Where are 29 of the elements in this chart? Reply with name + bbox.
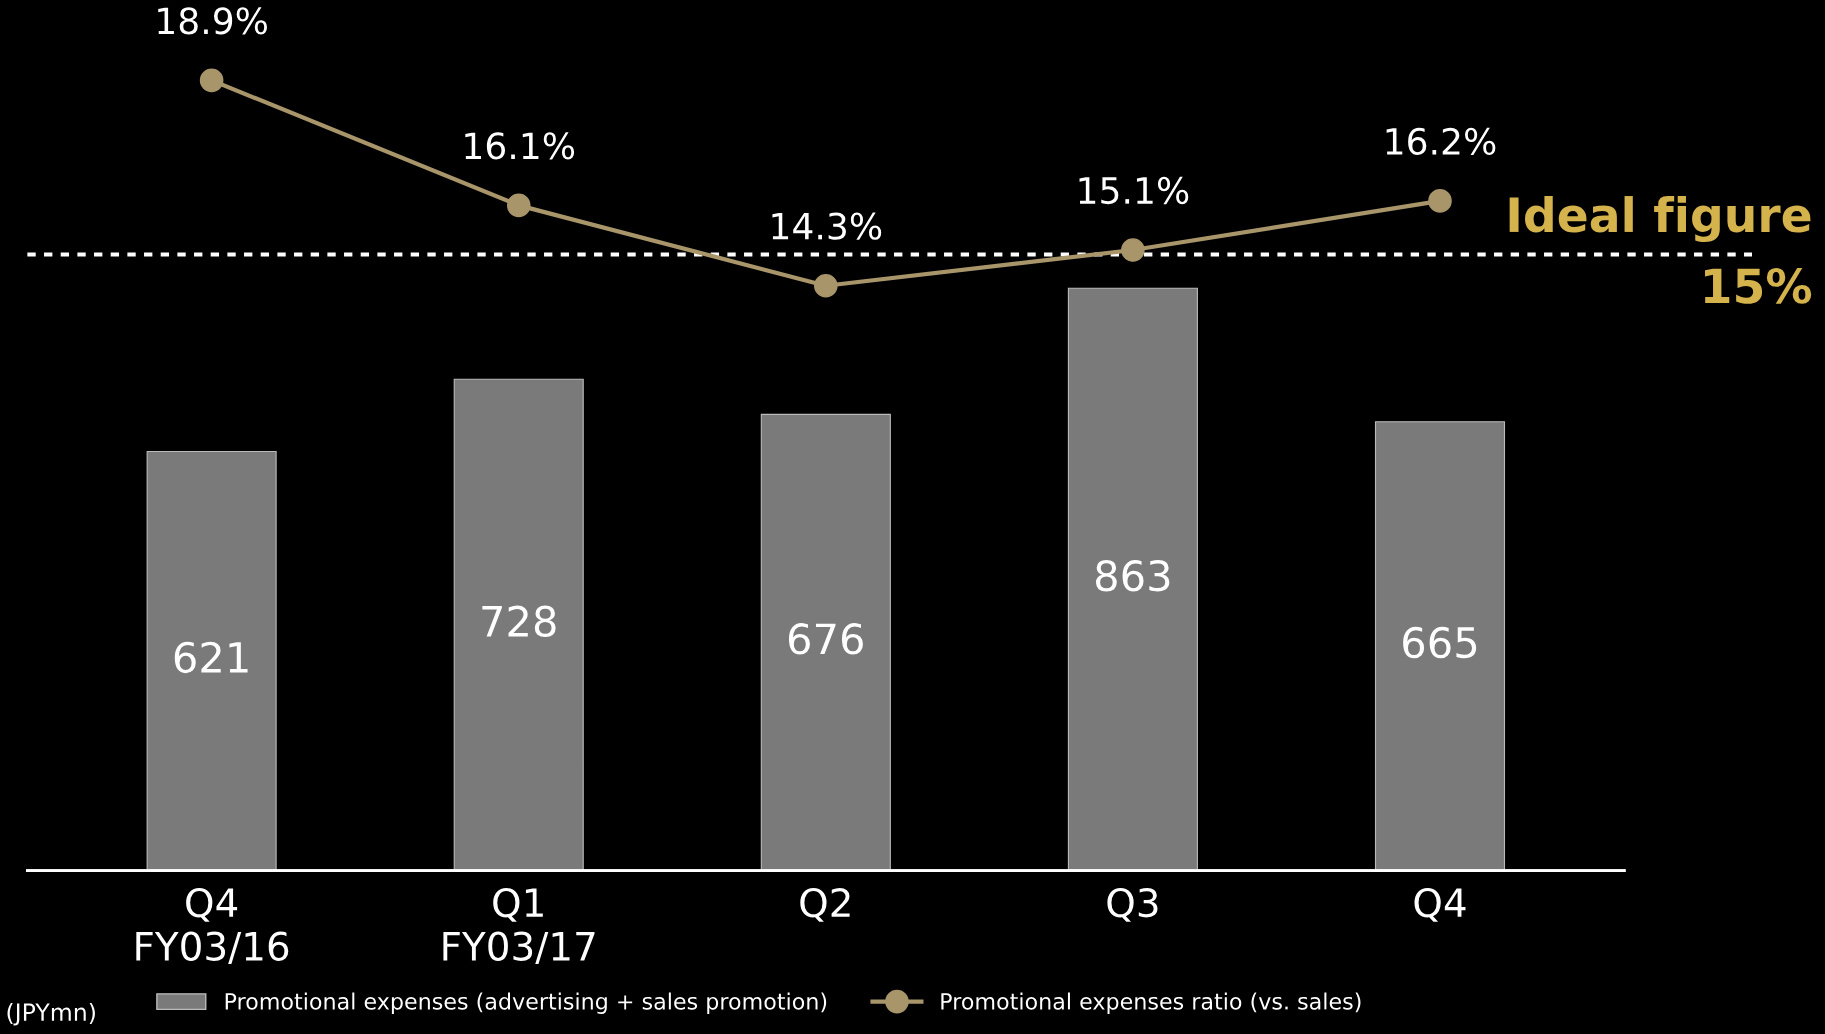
point [199, 68, 224, 93]
ref-line-label: Ideal figure 15% [1509, 196, 1812, 304]
point [1121, 238, 1145, 262]
data-label: 14.3% [772, 212, 882, 240]
data-label: 16.2% [1386, 127, 1496, 156]
data-label: 18.9% [158, 7, 267, 35]
point [506, 193, 531, 218]
legend-label: Promotional expenses ratio (vs. sales) [941, 992, 1361, 1014]
data-label: 665 [1403, 626, 1477, 659]
x-tick-label: Q4 FY03/16 [136, 887, 289, 964]
legend-label: Promotional expenses (advertising + sales promotion) [225, 992, 827, 1014]
point [814, 273, 838, 298]
data-label: 676 [788, 623, 863, 655]
data-label: 728 [482, 605, 556, 638]
data-label: 863 [1095, 559, 1170, 592]
bar [1067, 287, 1198, 871]
x-tick-label: Q4 [1414, 887, 1466, 922]
data-label: 16.1% [465, 132, 575, 160]
x-tick-label: Q3 [1107, 887, 1158, 922]
data-label: 621 [174, 641, 248, 674]
data-label: 15.1% [1079, 176, 1189, 205]
bar [146, 450, 277, 871]
x-tick-label: Q1 FY03/17 [443, 887, 595, 964]
point [1428, 189, 1452, 213]
bar [453, 378, 584, 871]
bar [760, 413, 891, 871]
x-tick-label: Q2 [800, 887, 850, 922]
text: (JPYmn) [7, 1002, 95, 1026]
bar [1374, 421, 1506, 871]
